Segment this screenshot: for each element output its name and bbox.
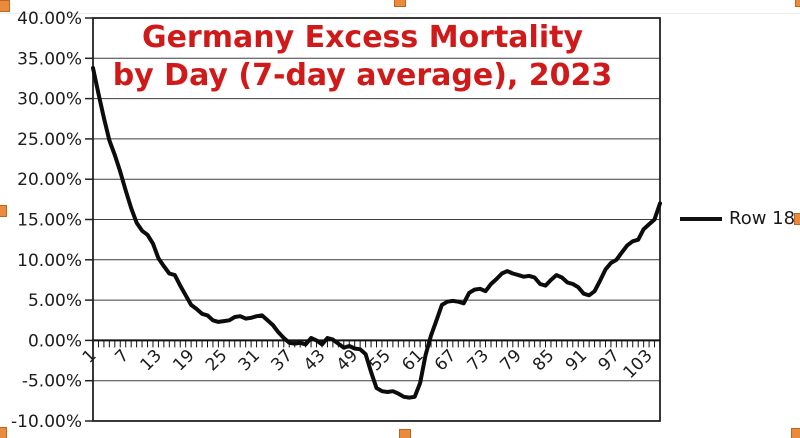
- x-tick-label: 13: [137, 346, 166, 375]
- slide-edge-line: [0, 13, 800, 14]
- x-tick-label: 97: [594, 346, 623, 375]
- series-line: [91, 66, 662, 400]
- x-tick-label: 85: [529, 346, 558, 375]
- x-tick-label: 67: [431, 346, 460, 375]
- y-tick-label: 25.00%: [17, 130, 82, 150]
- resize-handle-bottom-left[interactable]: [0, 427, 7, 438]
- y-tick-label: 5.00%: [28, 291, 82, 311]
- x-tick-label: 73: [464, 346, 493, 375]
- resize-handle-middle-left[interactable]: [0, 205, 7, 217]
- plot-border: [92, 17, 661, 422]
- x-tick-label: 91: [562, 346, 591, 375]
- y-tick-label: 40.00%: [17, 9, 82, 29]
- y-tick-label: -5.00%: [22, 372, 82, 392]
- x-tick-label: 1: [79, 346, 101, 368]
- x-tick-label: 19: [169, 346, 198, 375]
- x-tick-label: 25: [202, 346, 231, 375]
- resize-handle-middle-right[interactable]: [794, 213, 800, 225]
- y-tick-label: -10.00%: [11, 412, 82, 432]
- resize-handle-top-right[interactable]: [795, 0, 800, 7]
- y-tick-label: 0.00%: [28, 331, 82, 351]
- x-tick-label: 103: [620, 346, 657, 383]
- x-tick-label: 7: [111, 346, 133, 368]
- chart-title: Germany Excess Mortality by Day (7-day a…: [90, 19, 635, 95]
- legend: Row 18: [680, 208, 795, 229]
- legend-line-swatch: [680, 216, 722, 221]
- x-tick-label: 43: [300, 346, 329, 375]
- chart-title-line1: Germany Excess Mortality: [141, 20, 584, 55]
- resize-handle-top-left[interactable]: [0, 0, 10, 12]
- y-tick-label: 10.00%: [17, 251, 82, 271]
- resize-handle-bottom-right[interactable]: [791, 428, 800, 438]
- y-tick-label: 35.00%: [17, 49, 82, 69]
- x-tick-label: 79: [496, 346, 525, 375]
- chart-title-line2: by Day (7-day average), 2023: [112, 58, 613, 93]
- y-tick-label: 20.00%: [17, 170, 82, 190]
- x-tick-label: 31: [235, 346, 264, 375]
- resize-handle-bottom-middle[interactable]: [399, 429, 411, 438]
- legend-label: Row 18: [729, 208, 796, 229]
- y-tick-label: 30.00%: [17, 90, 82, 110]
- resize-handle-top-middle[interactable]: [394, 0, 406, 7]
- y-tick-label: 15.00%: [17, 211, 82, 231]
- x-tick-label: 37: [267, 346, 296, 375]
